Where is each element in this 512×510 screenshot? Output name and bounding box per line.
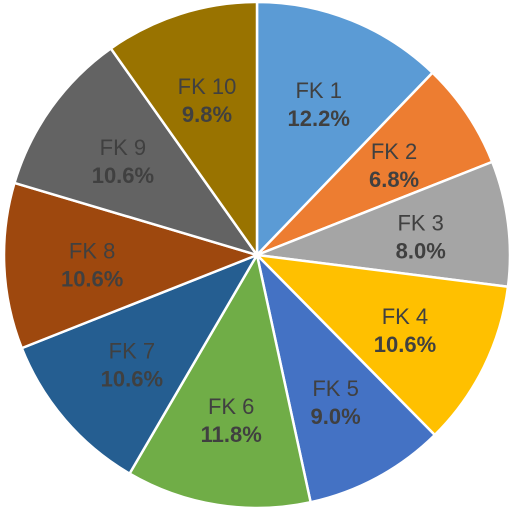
slice-value-2: 6.8%: [369, 167, 419, 192]
pie-slice-10: [109, 0, 259, 259]
slice-value-8: 10.6%: [61, 266, 123, 291]
slice-value-1: 12.2%: [288, 106, 350, 131]
pie-slice-8: [2, 181, 261, 350]
pie-slice-6: [127, 251, 313, 510]
slice-label-9: FK 9: [100, 135, 146, 160]
slice-value-6: 11.8%: [201, 422, 262, 447]
slice-value-3: 8.0%: [396, 238, 446, 263]
slice-label-7: FK 7: [109, 339, 155, 364]
slice-label-6: FK 6: [208, 394, 254, 419]
pie-slice-5: [254, 251, 437, 504]
pie-labels: FK 1 12.2% FK 2 6.8% FK 3 8.0% FK 4 10.6% FK 5 9.…: [61, 74, 446, 447]
pie-slice-7: [20, 252, 260, 476]
slice-label-3: FK 3: [397, 210, 443, 235]
slice-label-5: FK 5: [312, 376, 358, 401]
slice-label-4: FK 4: [382, 304, 428, 329]
pie-slice-3: [256, 160, 512, 289]
pie-slice-4: [253, 253, 510, 437]
slice-label-8: FK 8: [69, 238, 115, 263]
slice-label-10: FK 10: [178, 74, 237, 99]
pie-slice-1: [255, 0, 435, 259]
slice-value-10: 9.8%: [182, 102, 232, 127]
slice-label-2: FK 2: [371, 139, 417, 164]
slice-value-4: 10.6%: [374, 332, 436, 357]
slice-value-9: 10.6%: [92, 163, 154, 188]
slice-value-5: 9.0%: [311, 404, 361, 429]
slice-label-1: FK 1: [295, 78, 341, 103]
pie-slice-2: [256, 70, 494, 257]
slice-value-7: 10.6%: [101, 367, 163, 392]
pie-slice-9: [12, 46, 261, 258]
